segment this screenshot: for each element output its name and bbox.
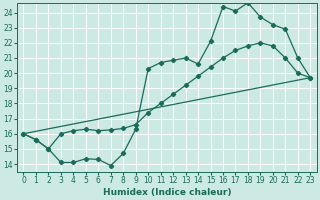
X-axis label: Humidex (Indice chaleur): Humidex (Indice chaleur) xyxy=(103,188,231,197)
